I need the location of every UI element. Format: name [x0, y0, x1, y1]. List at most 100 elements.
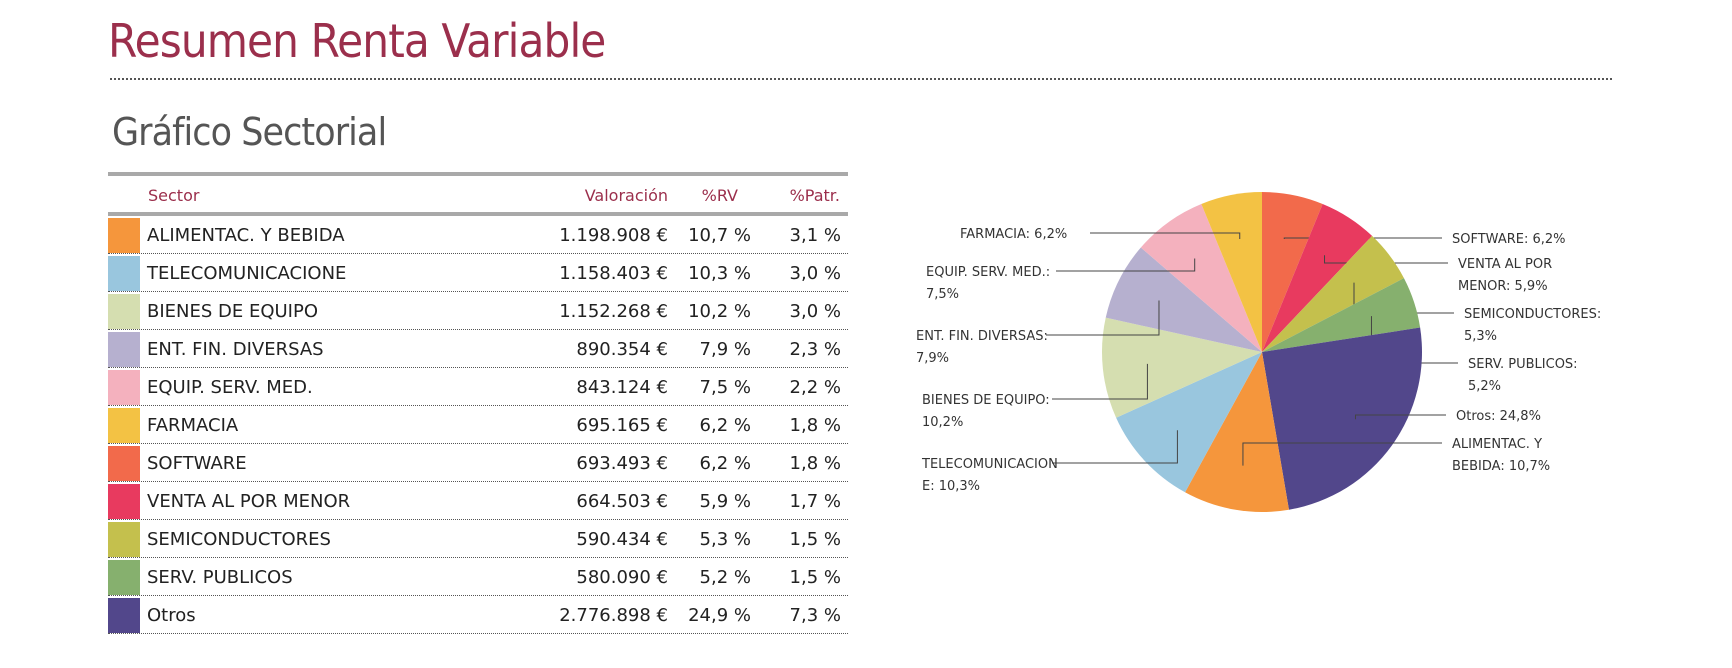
slice-label: ALIMENTAC. Y: [1452, 437, 1542, 452]
cell-sector: VENTA AL POR MENOR: [147, 491, 351, 512]
col-header-patr: %Patr.: [789, 186, 840, 205]
col-header-rv: %RV: [701, 186, 738, 205]
cell-valoracion: 1.198.908 €: [559, 225, 668, 246]
pie-slice: [1140, 203, 1262, 352]
cell-rv: 24,9 %: [688, 605, 751, 626]
cell-patr: 7,3 %: [789, 605, 841, 626]
slice-label: ENT. FIN. DIVERSAS:: [916, 329, 1048, 344]
cell-valoracion: 695.165 €: [576, 415, 668, 436]
table-row: ALIMENTAC. Y BEBIDA 1.198.908 € 10,7 % 3,1 …: [108, 216, 848, 254]
pie-slice: [1262, 235, 1404, 352]
table-row: SERV. PUBLICOS 580.090 € 5,2 % 1,5 %: [108, 558, 848, 596]
leader-line: [1324, 255, 1448, 264]
sector-color-swatch: [108, 560, 140, 595]
cell-sector: SOFTWARE: [147, 453, 247, 474]
pie-slice: [1262, 203, 1373, 352]
slice-label: E: 10,3%: [922, 479, 980, 494]
slice-label: EQUIP. SERV. MED.:: [926, 265, 1050, 280]
pie-slice: [1102, 317, 1262, 418]
slice-label: SERV. PUBLICOS:: [1468, 357, 1578, 372]
table-row: SOFTWARE 693.493 € 6,2 % 1,8 %: [108, 444, 848, 482]
table-row: EQUIP. SERV. MED. 843.124 € 7,5 % 2,2 %: [108, 368, 848, 406]
pie-slice: [1116, 352, 1262, 493]
sector-color-swatch: [108, 218, 140, 253]
cell-patr: 3,1 %: [789, 225, 841, 246]
cell-valoracion: 580.090 €: [576, 567, 668, 588]
sector-color-swatch: [108, 370, 140, 405]
table-row: FARMACIA 695.165 € 6,2 % 1,8 %: [108, 406, 848, 444]
slice-label: FARMACIA: 6,2%: [960, 227, 1067, 242]
slice-label: 10,2%: [922, 415, 963, 430]
cell-rv: 10,3 %: [688, 263, 751, 284]
cell-sector: FARMACIA: [147, 415, 239, 436]
leader-line: [1242, 442, 1442, 466]
sector-color-swatch: [108, 408, 140, 443]
cell-sector: ALIMENTAC. Y BEBIDA: [147, 225, 345, 246]
pie-slice: [1262, 278, 1421, 352]
cell-rv: 5,3 %: [699, 529, 751, 550]
sector-color-swatch: [108, 294, 140, 329]
cell-patr: 1,5 %: [789, 529, 841, 550]
cell-valoracion: 890.354 €: [576, 339, 668, 360]
col-header-sector: Sector: [148, 186, 200, 205]
pie-slice: [1262, 192, 1323, 352]
leader-line: [1354, 414, 1446, 420]
col-header-valoracion: Valoración: [584, 186, 668, 205]
table-row: BIENES DE EQUIPO 1.152.268 € 10,2 % 3,0 %: [108, 292, 848, 330]
sector-color-swatch: [108, 446, 140, 481]
cell-rv: 5,2 %: [699, 567, 751, 588]
table-row: VENTA AL POR MENOR 664.503 € 5,9 % 1,7 %: [108, 482, 848, 520]
table-top-rule: [108, 172, 848, 176]
cell-valoracion: 693.493 €: [576, 453, 668, 474]
cell-patr: 3,0 %: [789, 301, 841, 322]
sector-color-swatch: [108, 332, 140, 367]
slice-label: 7,5%: [926, 287, 959, 302]
cell-patr: 1,5 %: [789, 567, 841, 588]
leader-line: [1090, 232, 1241, 239]
cell-valoracion: 590.434 €: [576, 529, 668, 550]
leader-line: [1056, 258, 1196, 272]
cell-rv: 7,5 %: [699, 377, 751, 398]
cell-sector: TELECOMUNICACIONE: [147, 263, 347, 284]
cell-valoracion: 1.158.403 €: [559, 263, 668, 284]
section-subtitle: Gráfico Sectorial: [112, 110, 387, 154]
slice-label: BEBIDA: 10,7%: [1452, 459, 1550, 474]
slice-label: VENTA AL POR: [1458, 257, 1552, 272]
cell-patr: 1,8 %: [789, 453, 841, 474]
cell-valoracion: 664.503 €: [576, 491, 668, 512]
cell-patr: 1,8 %: [789, 415, 841, 436]
slice-label: TELECOMUNICACION: [921, 457, 1058, 472]
pie-slice: [1105, 247, 1262, 352]
pie-slice: [1262, 327, 1422, 510]
cell-sector: SERV. PUBLICOS: [147, 567, 293, 588]
slice-label: 5,2%: [1468, 379, 1501, 394]
cell-rv: 7,9 %: [699, 339, 751, 360]
cell-sector: SEMICONDUCTORES: [147, 529, 331, 550]
page-title: Resumen Renta Variable: [108, 14, 606, 68]
cell-rv: 5,9 %: [699, 491, 751, 512]
slice-label: 7,9%: [916, 351, 949, 366]
table-row: Otros 2.776.898 € 24,9 % 7,3 %: [108, 596, 848, 634]
leader-line: [1283, 237, 1442, 239]
sector-table: Sector Valoración %RV %Patr. ALIMENTAC. …: [108, 172, 848, 634]
cell-rv: 10,7 %: [688, 225, 751, 246]
cell-valoracion: 2.776.898 €: [559, 605, 668, 626]
cell-rv: 6,2 %: [699, 453, 751, 474]
cell-patr: 3,0 %: [789, 263, 841, 284]
slice-label: MENOR: 5,9%: [1458, 279, 1548, 294]
cell-valoracion: 1.152.268 €: [559, 301, 668, 322]
slice-label: SOFTWARE: 6,2%: [1452, 232, 1566, 247]
pie-slice: [1201, 192, 1262, 352]
slice-label: BIENES DE EQUIPO:: [922, 393, 1050, 408]
slice-label: Otros: 24,8%: [1456, 409, 1541, 424]
sector-color-swatch: [108, 484, 140, 519]
cell-rv: 6,2 %: [699, 415, 751, 436]
cell-rv: 10,2 %: [688, 301, 751, 322]
table-header: Sector Valoración %RV %Patr.: [108, 176, 848, 216]
leader-line: [1052, 363, 1148, 400]
cell-patr: 2,2 %: [789, 377, 841, 398]
leader-line: [1046, 300, 1160, 336]
leader-line: [1052, 430, 1178, 464]
slice-label: SEMICONDUCTORES:: [1464, 307, 1601, 322]
